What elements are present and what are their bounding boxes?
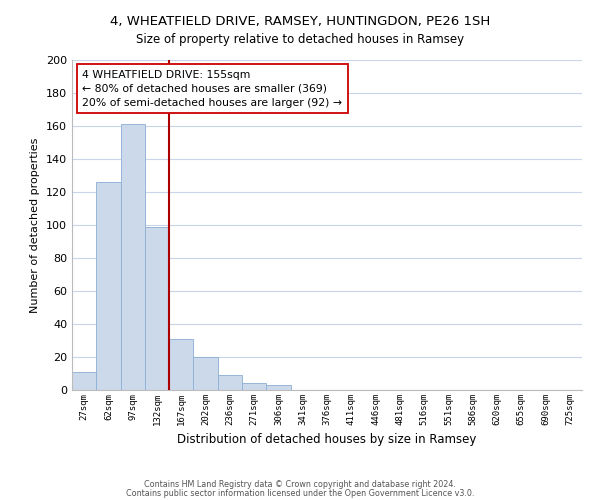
Bar	[218, 375, 242, 390]
Bar	[72, 372, 96, 390]
Bar	[96, 182, 121, 390]
Bar	[242, 384, 266, 390]
Bar	[121, 124, 145, 390]
Text: 4, WHEATFIELD DRIVE, RAMSEY, HUNTINGDON, PE26 1SH: 4, WHEATFIELD DRIVE, RAMSEY, HUNTINGDON,…	[110, 15, 490, 28]
Text: Size of property relative to detached houses in Ramsey: Size of property relative to detached ho…	[136, 32, 464, 46]
Bar	[266, 385, 290, 390]
Text: Contains HM Land Registry data © Crown copyright and database right 2024.: Contains HM Land Registry data © Crown c…	[144, 480, 456, 489]
Y-axis label: Number of detached properties: Number of detached properties	[31, 138, 40, 312]
X-axis label: Distribution of detached houses by size in Ramsey: Distribution of detached houses by size …	[178, 434, 476, 446]
Bar	[193, 357, 218, 390]
Bar	[145, 226, 169, 390]
Text: 4 WHEATFIELD DRIVE: 155sqm
← 80% of detached houses are smaller (369)
20% of sem: 4 WHEATFIELD DRIVE: 155sqm ← 80% of deta…	[82, 70, 342, 108]
Text: Contains public sector information licensed under the Open Government Licence v3: Contains public sector information licen…	[126, 488, 474, 498]
Bar	[169, 339, 193, 390]
